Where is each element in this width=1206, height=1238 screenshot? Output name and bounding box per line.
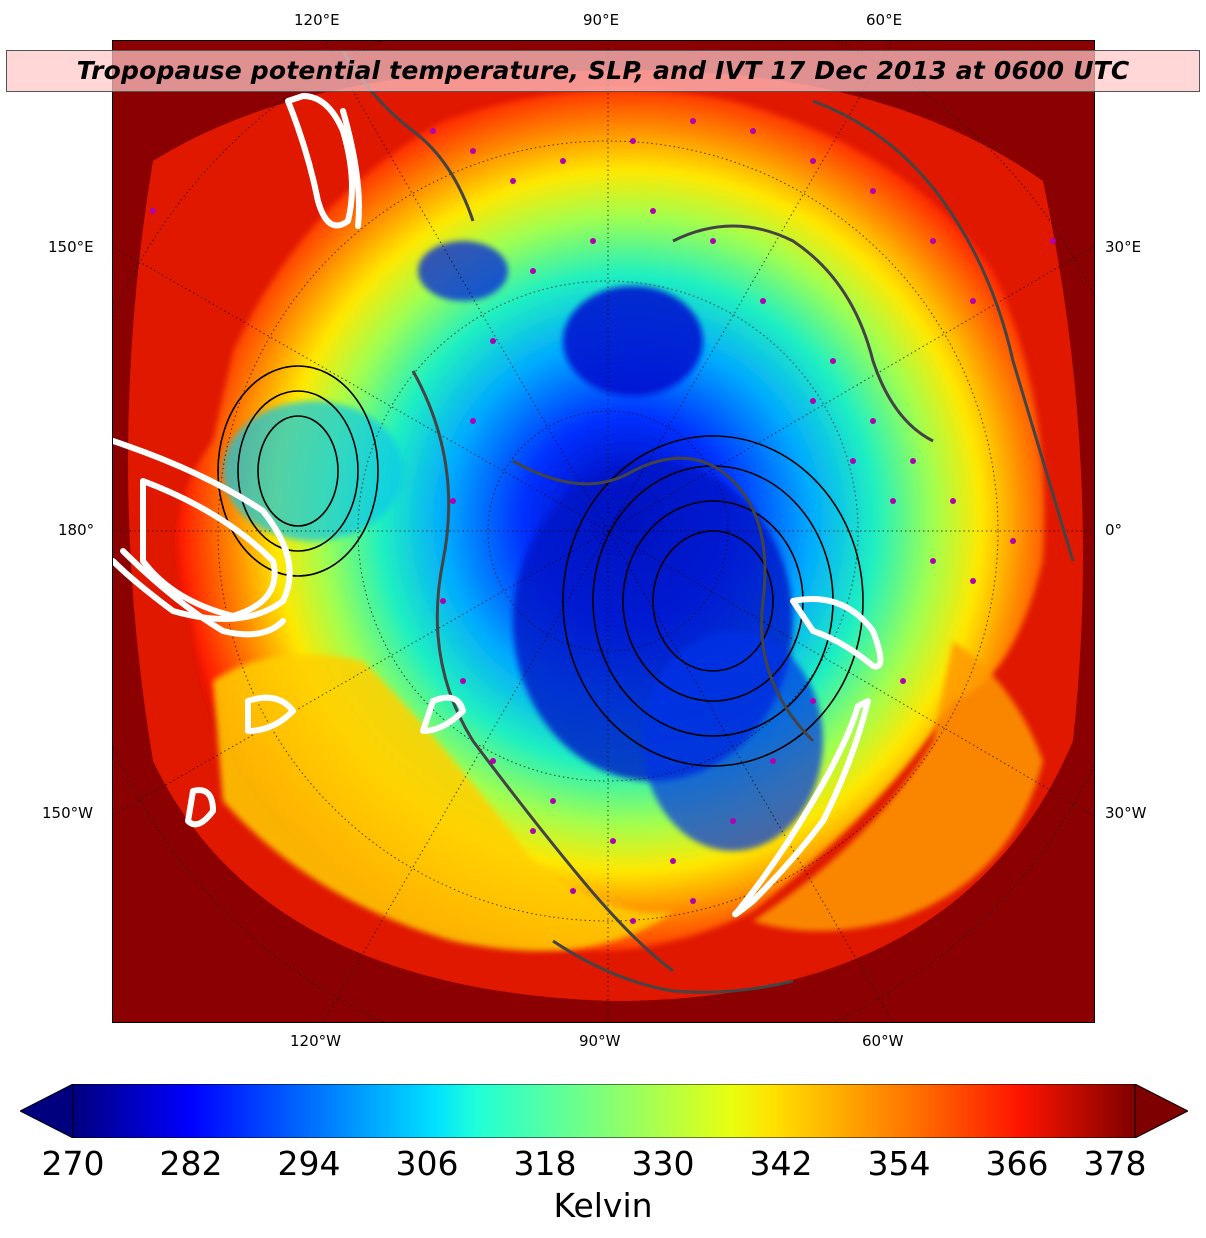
lon-label-bottom-120w: 120°W [290,1032,341,1050]
lon-label-left-150e: 150°E [48,238,94,256]
lon-label-bottom-90w: 90°W [579,1032,621,1050]
colorbar-tick: 342 [749,1144,813,1183]
lon-label-top-90e: 90°E [583,11,620,29]
colorbar-tick: 354 [867,1144,931,1183]
colorbar-extend-max [1134,1084,1188,1138]
lon-label-right-30w: 30°W [1105,804,1147,822]
lon-label-bottom-60w: 60°W [862,1032,904,1050]
colorbar-tick: 378 [1083,1144,1147,1183]
tropopause-theta-map [113,41,1094,1022]
lon-label-left-150w: 150°W [42,804,93,822]
map-panel [112,40,1095,1023]
colorbar-tick: 366 [985,1144,1049,1183]
map-title: Tropopause potential temperature, SLP, a… [76,56,1130,85]
orange-east [753,641,1043,931]
graticule [113,41,1094,1022]
colorbar-label: Kelvin [553,1186,653,1225]
lon-label-top-60e: 60°E [866,11,903,29]
colorbar-tick: 318 [513,1144,577,1183]
lon-label-right-0: 0° [1105,521,1123,539]
yellow-lobe [213,654,673,951]
station-markers [150,118,1056,924]
colorbar [20,1084,1188,1138]
cold-core-a [563,286,703,396]
colorbar-tick: 270 [41,1144,105,1183]
cold-core-d [643,631,823,851]
lon-label-left-180: 180° [58,521,95,539]
lon-label-right-30e: 30°E [1105,238,1142,256]
ivt-contours [113,93,884,918]
colorbar-tick: 330 [631,1144,695,1183]
colorbar-tick: 306 [395,1144,459,1183]
colorbar-extend-min [20,1084,74,1138]
colorbar-tick: 282 [159,1144,223,1183]
colorbar-tick: 294 [277,1144,341,1183]
coastlines [341,50,1075,994]
colorbar-body [72,1084,1136,1138]
lon-label-top-120e: 120°E [294,11,340,29]
title-box: Tropopause potential temperature, SLP, a… [6,50,1200,92]
cold-core-b [418,241,508,301]
